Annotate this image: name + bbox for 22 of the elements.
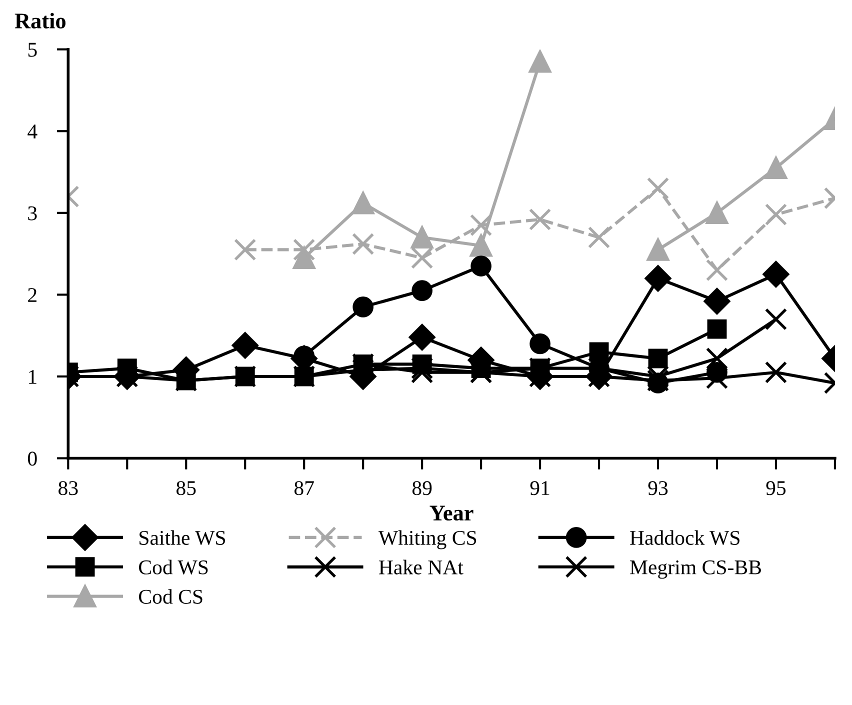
legend-label: Cod CS <box>139 589 202 604</box>
x-tick-label: 91 <box>530 481 550 496</box>
y-tick-label: 1 <box>29 370 36 384</box>
x-tick-label: 87 <box>294 481 314 496</box>
y-tick-label: 5 <box>28 42 37 57</box>
y-tick-label: 4 <box>28 124 38 138</box>
x-tick-label: 89 <box>412 481 432 496</box>
y-tick-label: 3 <box>28 206 37 220</box>
legend-label: Whiting CS <box>378 530 476 550</box>
y-tick-label: 0 <box>28 452 37 466</box>
legend-label: Haddock WS <box>630 530 740 546</box>
legend-label: Megrim CS-BB <box>630 560 761 579</box>
legend-label: Cod WS <box>139 560 208 574</box>
x-tick-label: 85 <box>176 481 196 496</box>
x-tick-label: 83 <box>58 481 78 496</box>
y-tick-label: 2 <box>28 288 36 302</box>
x-tick-label: 95 <box>766 481 786 496</box>
legend-label: Saithe WS <box>140 530 226 546</box>
x-axis-title: Year <box>430 506 474 521</box>
y-axis-title: Ratio <box>14 12 66 28</box>
legend-label: Hake NAt <box>379 560 464 574</box>
x-tick-label: 93 <box>648 481 668 496</box>
